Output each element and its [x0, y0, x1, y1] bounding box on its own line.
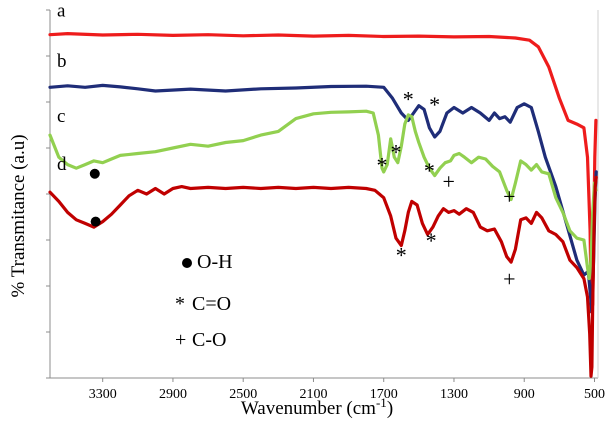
co-single-marker-plus: + — [503, 184, 515, 209]
trace-label-c: c — [57, 106, 65, 127]
legend-star-symbol: * — [175, 293, 185, 315]
x-axis-title: Wavenumber (cm-1) — [241, 395, 393, 419]
series-line-d — [48, 175, 598, 378]
trace-label-a: a — [57, 1, 66, 22]
series-layer — [48, 32, 598, 378]
peak-markers: * **** ++**+ — [89, 86, 516, 292]
x-tick-label: 1700 — [370, 387, 398, 402]
oh-marker-dot — [89, 168, 100, 179]
co-double-marker-star: * — [424, 158, 435, 183]
co-single-marker-plus: + — [503, 267, 515, 292]
trace-labels: a b c d — [57, 1, 67, 175]
co-double-marker-star: * — [391, 140, 402, 165]
legend: O-H * C=O + C-O — [175, 251, 233, 351]
legend-dot-symbol — [182, 258, 192, 268]
series-line-b — [48, 83, 598, 314]
co-double-marker-star: * — [403, 86, 414, 111]
x-tick-label: 500 — [584, 387, 605, 402]
co-double-marker-star: * — [376, 153, 387, 178]
legend-label-co-double: C=O — [192, 293, 231, 315]
x-tick-label: 2500 — [229, 387, 257, 402]
x-axis-ticks: 3300 2900 2500 2100 1700 1300 900 500 — [89, 378, 605, 402]
legend-label-co-single: C-O — [192, 329, 226, 351]
x-tick-label: 2100 — [299, 387, 327, 402]
co-double-marker-star: * — [426, 228, 437, 253]
x-tick-label: 2900 — [159, 387, 187, 402]
trace-label-b: b — [57, 51, 67, 72]
x-tick-label: 900 — [514, 387, 535, 402]
co-single-marker-plus: + — [442, 169, 454, 194]
oh-marker-dot — [90, 216, 101, 227]
x-tick-label: 1300 — [440, 387, 468, 402]
series-line-c — [48, 109, 598, 281]
trace-label-d: d — [57, 154, 67, 175]
y-axis-title: % Transmitance (a.u) — [8, 134, 29, 297]
y-axis-ticks — [46, 9, 50, 379]
legend-label-oh: O-H — [197, 251, 233, 273]
co-double-marker-star: * — [396, 243, 407, 268]
co-double-marker-star: * — [429, 92, 440, 117]
x-tick-label: 3300 — [89, 387, 117, 402]
legend-plus-symbol: + — [175, 329, 186, 351]
